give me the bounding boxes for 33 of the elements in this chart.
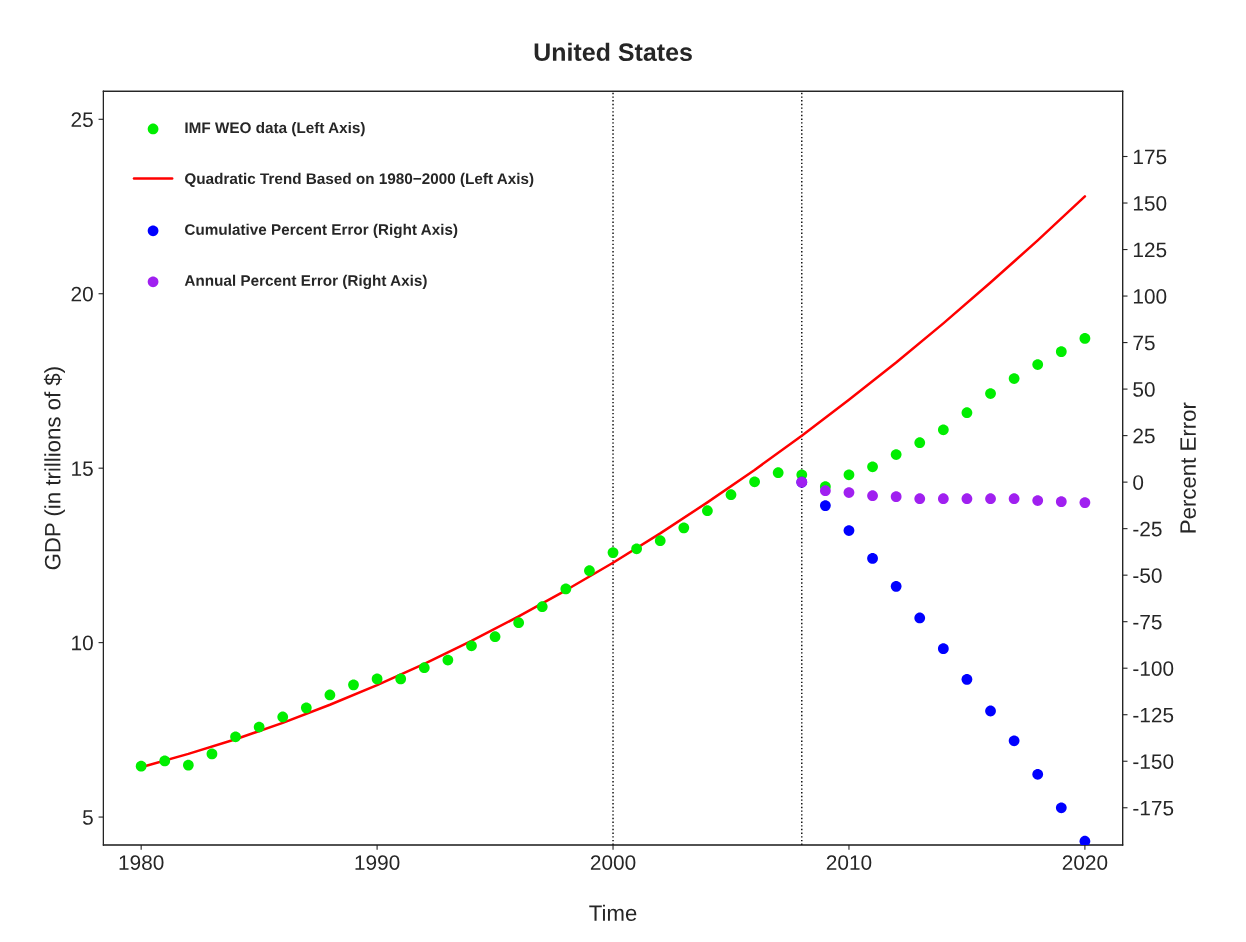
y2-tick-label: -150 xyxy=(1133,754,1174,769)
y2-tick-label: -75 xyxy=(1133,614,1162,630)
legend-label: Quadratic Trend Based on 1980−2000 (Left Axis) xyxy=(185,172,534,188)
y-axis-title: GDP (in trillions of $) xyxy=(43,367,65,570)
x-tick-label: 1980 xyxy=(119,855,164,870)
y2-tick-label: 0 xyxy=(1133,475,1144,490)
y2-axis-title: Percent Error xyxy=(1180,402,1196,533)
y2-tick-label: -50 xyxy=(1133,568,1162,583)
x-tick-label: 2020 xyxy=(1062,855,1108,870)
y-tick-label: 25 xyxy=(71,112,93,128)
x-tick-label: 2010 xyxy=(826,855,872,870)
y2-tick-label: -125 xyxy=(1133,707,1174,723)
y-tick-label: 5 xyxy=(82,810,93,825)
legend-label: Annual Percent Error (Right Axis) xyxy=(184,274,427,290)
y-tick-label: 15 xyxy=(72,461,93,476)
y-tick-label: 20 xyxy=(71,286,93,302)
x-axis-title: Time xyxy=(589,904,637,921)
y2-tick-label: -175 xyxy=(1133,800,1174,816)
chart-title: United States xyxy=(534,42,692,62)
y2-tick-label: 50 xyxy=(1133,382,1155,397)
y2-tick-label: -25 xyxy=(1133,521,1162,537)
x-tick-label: 1990 xyxy=(355,855,400,870)
y2-tick-label: 125 xyxy=(1133,242,1167,258)
y2-tick-label: 100 xyxy=(1133,289,1167,304)
y2-tick-label: 25 xyxy=(1133,428,1155,444)
y2-tick-label: 175 xyxy=(1133,149,1167,165)
y2-tick-label: 150 xyxy=(1133,196,1167,211)
x-tick-label: 2000 xyxy=(590,855,636,870)
legend-label: Cumulative Percent Error (Right Axis) xyxy=(185,223,458,239)
y2-tick-label: -100 xyxy=(1133,661,1174,676)
y-tick-label: 10 xyxy=(72,635,93,651)
legend-label: IMF WEO data (Left Axis) xyxy=(185,121,365,137)
y2-tick-label: 75 xyxy=(1133,335,1155,351)
